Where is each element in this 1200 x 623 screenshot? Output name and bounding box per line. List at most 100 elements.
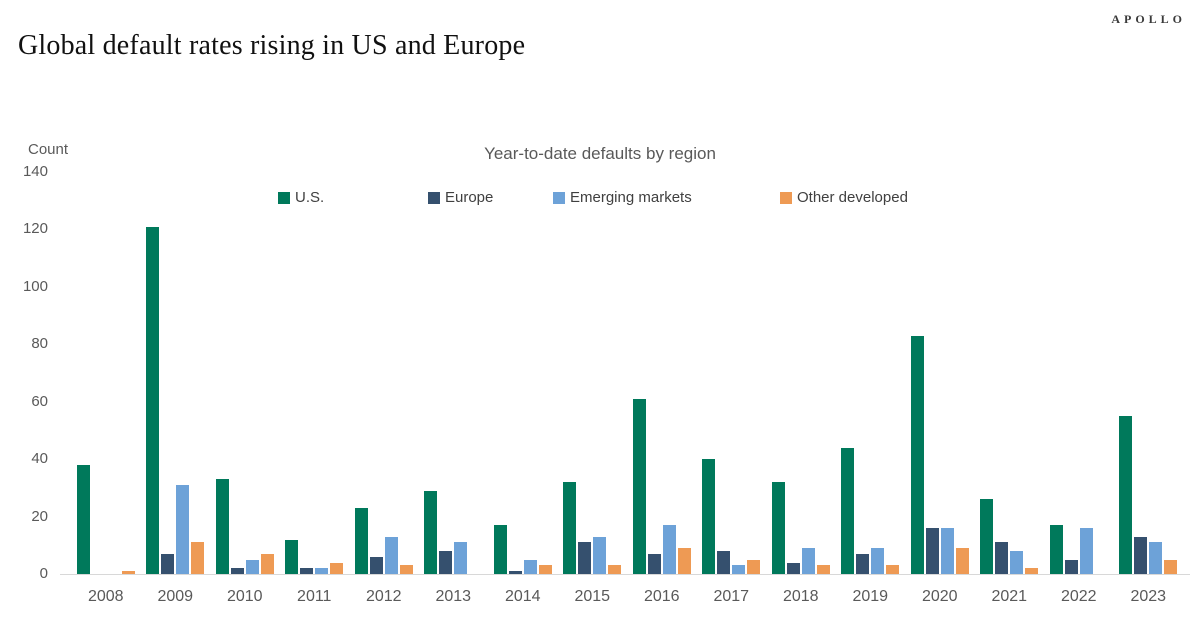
x-tick-label-2009: 2009 bbox=[157, 588, 194, 605]
bar-emerging-markets-2012 bbox=[384, 536, 398, 574]
x-tick-label-2010: 2010 bbox=[226, 588, 263, 605]
legend-label: Emerging markets bbox=[570, 189, 692, 206]
bar-u-s-2018 bbox=[771, 482, 785, 574]
legend-swatch-icon bbox=[780, 191, 792, 204]
bar-other-developed-2008 bbox=[121, 571, 135, 574]
bar-emerging-markets-2021 bbox=[1010, 551, 1024, 574]
x-tick-label-2021: 2021 bbox=[991, 588, 1028, 605]
x-tick-label-2012: 2012 bbox=[365, 588, 402, 605]
bar-other-developed-2018 bbox=[816, 565, 830, 574]
apollo-logo: APOLLO bbox=[1111, 12, 1186, 26]
bar-other-developed-2017 bbox=[747, 559, 761, 574]
bar-other-developed-2009 bbox=[191, 542, 205, 574]
legend-swatch-icon bbox=[428, 191, 440, 204]
bar-europe-2018 bbox=[786, 562, 800, 574]
bar-europe-2020 bbox=[925, 528, 939, 574]
bar-emerging-markets-2019 bbox=[871, 548, 885, 574]
x-tick-label-2013: 2013 bbox=[435, 588, 472, 605]
x-tick-label-2018: 2018 bbox=[782, 588, 819, 605]
bar-other-developed-2012 bbox=[399, 565, 413, 574]
bar-u-s-2016 bbox=[632, 398, 646, 574]
legend-item-other-developed: Other developed bbox=[780, 189, 908, 206]
y-tick-label: 100 bbox=[22, 277, 48, 295]
bar-u-s-2011 bbox=[285, 539, 299, 574]
bar-group-2008 bbox=[71, 172, 141, 574]
bar-europe-2015 bbox=[578, 542, 592, 574]
x-axis-line bbox=[60, 574, 1190, 575]
bar-europe-2016 bbox=[647, 553, 661, 574]
bar-u-s-2014 bbox=[493, 525, 507, 574]
bar-u-s-2008 bbox=[76, 464, 90, 574]
y-tick-label: 20 bbox=[31, 507, 48, 525]
bar-group-2012 bbox=[349, 172, 419, 574]
y-tick-label: 80 bbox=[31, 335, 48, 353]
bar-u-s-2019 bbox=[841, 447, 855, 574]
legend-item-europe: Europe bbox=[428, 189, 493, 206]
bar-other-developed-2010 bbox=[260, 553, 274, 574]
bar-other-developed-2011 bbox=[330, 562, 344, 574]
chart-subtitle: Year-to-date defaults by region bbox=[484, 144, 716, 163]
bar-europe-2019 bbox=[856, 553, 870, 574]
bar-group-2020 bbox=[905, 172, 975, 574]
y-axis-unit-label: Count bbox=[28, 141, 69, 158]
y-tick-label: 60 bbox=[31, 392, 48, 410]
bar-europe-2009 bbox=[161, 553, 175, 574]
bar-europe-2017 bbox=[717, 551, 731, 574]
bar-emerging-markets-2016 bbox=[662, 525, 676, 574]
bar-emerging-markets-2009 bbox=[176, 485, 190, 574]
y-tick-label: 40 bbox=[31, 450, 48, 468]
legend-swatch-icon bbox=[553, 191, 565, 204]
bar-u-s-2009 bbox=[146, 226, 160, 574]
bar-u-s-2010 bbox=[215, 479, 229, 574]
bar-emerging-markets-2023 bbox=[1149, 542, 1163, 574]
bar-europe-2021 bbox=[995, 542, 1009, 574]
chart-legend: U.S. Europe Emerging markets Other develope… bbox=[0, 189, 1200, 209]
bar-emerging-markets-2013 bbox=[454, 542, 468, 574]
bar-u-s-2022 bbox=[1049, 525, 1063, 574]
bar-group-2014 bbox=[488, 172, 558, 574]
bar-emerging-markets-2017 bbox=[732, 565, 746, 574]
bar-group-2013 bbox=[419, 172, 489, 574]
bar-u-s-2015 bbox=[563, 482, 577, 574]
bar-europe-2011 bbox=[300, 568, 314, 574]
bar-group-2011 bbox=[280, 172, 350, 574]
bar-group-2017 bbox=[697, 172, 767, 574]
legend-swatch-icon bbox=[278, 191, 290, 204]
bar-other-developed-2019 bbox=[886, 565, 900, 574]
bar-other-developed-2014 bbox=[538, 565, 552, 574]
bar-other-developed-2023 bbox=[1164, 559, 1178, 574]
bar-u-s-2017 bbox=[702, 459, 716, 574]
x-tick-label-2014: 2014 bbox=[504, 588, 541, 605]
bar-emerging-markets-2022 bbox=[1079, 528, 1093, 574]
x-tick-label-2015: 2015 bbox=[574, 588, 611, 605]
x-tick-label-2011: 2011 bbox=[297, 588, 332, 605]
bar-europe-2012 bbox=[369, 556, 383, 574]
legend-label: Europe bbox=[445, 189, 494, 206]
x-tick-label-2016: 2016 bbox=[643, 588, 680, 605]
legend-item-u-s: U.S. bbox=[278, 189, 324, 206]
x-tick-label-2023: 2023 bbox=[1130, 588, 1167, 605]
bar-u-s-2013 bbox=[424, 490, 438, 574]
bar-europe-2023 bbox=[1134, 536, 1148, 574]
bar-emerging-markets-2018 bbox=[801, 548, 815, 574]
bar-u-s-2023 bbox=[1119, 416, 1133, 574]
bar-europe-2022 bbox=[1064, 559, 1078, 574]
bar-other-developed-2020 bbox=[955, 548, 969, 574]
bar-group-2018 bbox=[766, 172, 836, 574]
plot-area bbox=[71, 172, 1183, 574]
bar-other-developed-2015 bbox=[608, 565, 622, 574]
legend-label: Other developed bbox=[797, 189, 908, 206]
x-tick-label-2020: 2020 bbox=[921, 588, 958, 605]
bar-europe-2014 bbox=[508, 571, 522, 574]
bar-u-s-2012 bbox=[354, 507, 368, 574]
bar-europe-2013 bbox=[439, 551, 453, 574]
bar-group-2023 bbox=[1114, 172, 1184, 574]
bar-u-s-2021 bbox=[980, 499, 994, 574]
legend-item-emerging-markets: Emerging markets bbox=[553, 189, 692, 206]
legend-label: U.S. bbox=[295, 189, 325, 206]
bar-emerging-markets-2014 bbox=[523, 559, 537, 574]
x-tick-label-2022: 2022 bbox=[1060, 588, 1097, 605]
bar-group-2010 bbox=[210, 172, 280, 574]
bar-group-2015 bbox=[558, 172, 628, 574]
